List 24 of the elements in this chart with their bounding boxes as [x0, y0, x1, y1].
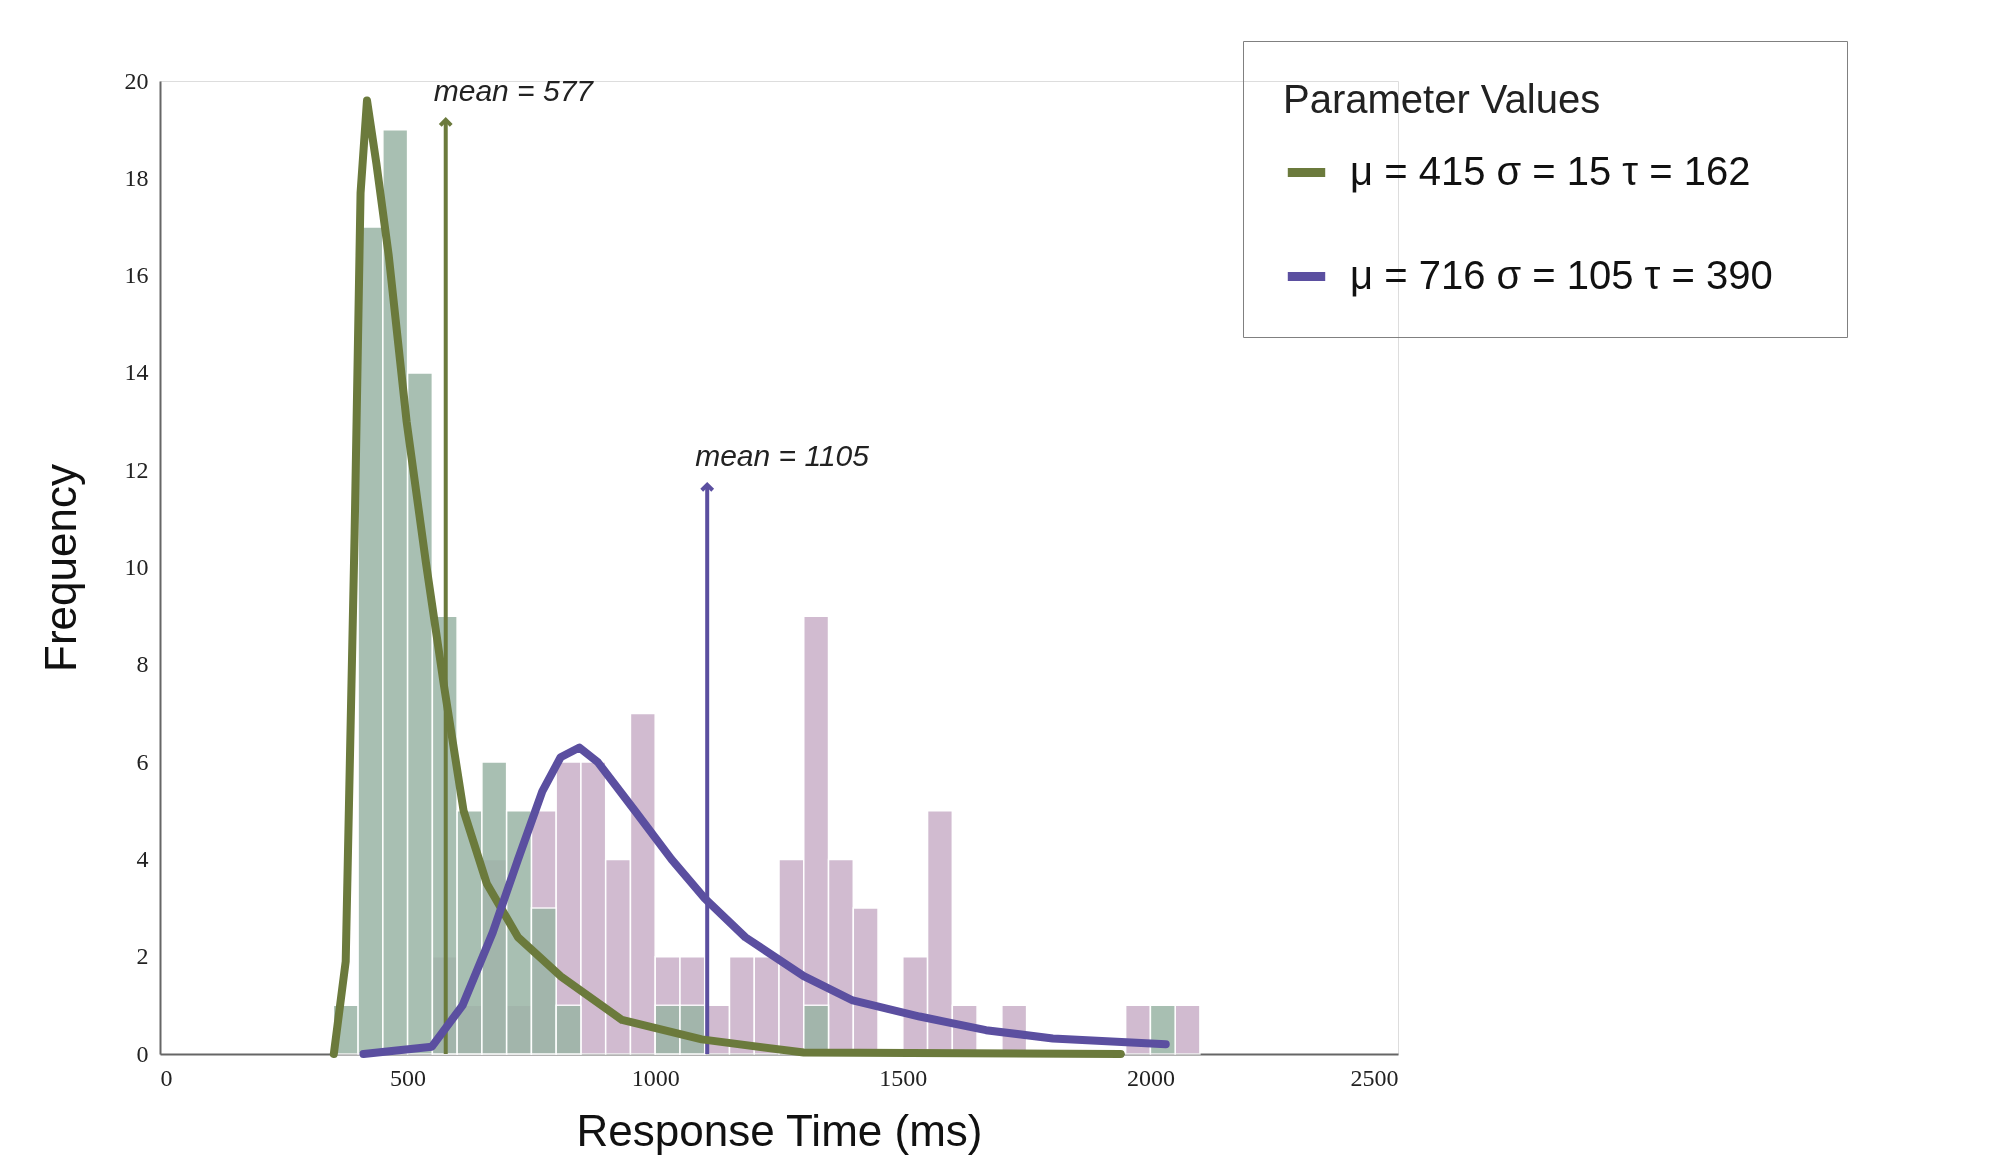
- legend-title: Parameter Values: [1283, 77, 1601, 121]
- y-tick-label: 4: [136, 845, 149, 872]
- x-tick-label: 2500: [1350, 1064, 1399, 1091]
- y-tick-label: 0: [136, 1040, 149, 1067]
- y-tick-label: 12: [124, 456, 149, 483]
- y-tick-label: 10: [124, 554, 149, 580]
- annotation: mean = 577: [433, 73, 595, 107]
- x-tick-label: 1500: [879, 1064, 928, 1091]
- x-axis-title: Response Time (ms): [576, 1105, 983, 1155]
- annotation: mean = 1105: [695, 438, 870, 472]
- y-tick-label: 2: [136, 943, 149, 970]
- x-tick-label: 500: [390, 1064, 427, 1091]
- y-tick-label: 18: [124, 164, 149, 191]
- y-axis-title: Frequency: [35, 464, 85, 672]
- x-tick-label: 2000: [1126, 1064, 1175, 1091]
- legend-label: μ = 415 σ = 15 τ = 162: [1350, 148, 1751, 193]
- y-tick-label: 16: [124, 262, 149, 289]
- y-tick-label: 8: [136, 651, 149, 678]
- legend-label: μ = 716 σ = 105 τ = 390: [1350, 252, 1773, 297]
- x-tick-label: 1000: [631, 1064, 680, 1091]
- y-tick-label: 14: [124, 359, 149, 386]
- y-tick-label: 20: [124, 67, 149, 94]
- y-tick-label: 6: [136, 748, 149, 775]
- x-tick-label: 0: [160, 1064, 173, 1091]
